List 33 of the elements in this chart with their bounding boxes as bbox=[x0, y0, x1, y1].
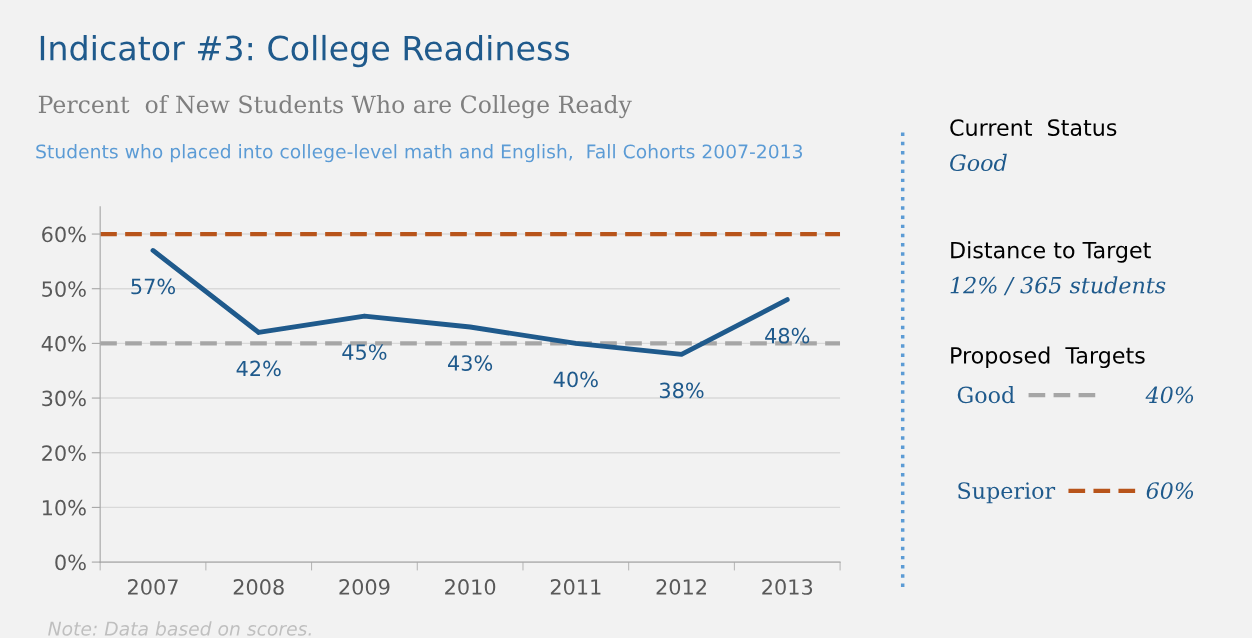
y-tick-label: 50% bbox=[42, 281, 86, 297]
data-label: 38% bbox=[659, 382, 704, 399]
text: Current Status bbox=[950, 119, 1117, 136]
data-label: 43% bbox=[447, 355, 493, 371]
legend-label: Good bbox=[957, 386, 1015, 404]
x-tick-label: 2012 bbox=[656, 579, 706, 595]
y-tick-label: 30% bbox=[42, 390, 86, 407]
text: 40% bbox=[1145, 386, 1194, 404]
text: Proposed Targets bbox=[951, 346, 1145, 369]
x-tick-label: 2011 bbox=[550, 579, 601, 595]
x-tick-label: 2009 bbox=[339, 579, 390, 595]
x-tick-label: 2008 bbox=[233, 579, 284, 595]
y-tick-label: 10% bbox=[42, 499, 86, 516]
x-tick-label: 2010 bbox=[445, 579, 496, 595]
text: Distance to Target bbox=[951, 241, 1151, 263]
data-label: 57% bbox=[131, 278, 176, 295]
data-label: 48% bbox=[765, 327, 810, 344]
chart-subtitle: Percent of New Students Who are College Ready bbox=[38, 94, 632, 119]
text: 12% / 365 students bbox=[950, 276, 1166, 296]
y-tick-label: 40% bbox=[41, 335, 86, 352]
text: Good bbox=[950, 153, 1007, 172]
y-tick-label: 60% bbox=[42, 226, 86, 243]
data-label: 42% bbox=[236, 360, 281, 377]
x-tick-label: 2013 bbox=[762, 579, 813, 595]
data-label: 45% bbox=[342, 344, 387, 360]
chart-title: Indicator #3: College Readiness bbox=[40, 34, 570, 68]
data-label: 40% bbox=[553, 371, 598, 388]
y-tick-label: 20% bbox=[42, 445, 86, 461]
y-tick-label: 0% bbox=[55, 554, 86, 571]
legend-label: Superior bbox=[958, 482, 1056, 504]
text: Students who placed into college-level math and English, Fall Cohorts 2007-2013 bbox=[36, 144, 803, 163]
text: 60% bbox=[1146, 482, 1194, 499]
x-tick-label: 2007 bbox=[128, 579, 178, 595]
